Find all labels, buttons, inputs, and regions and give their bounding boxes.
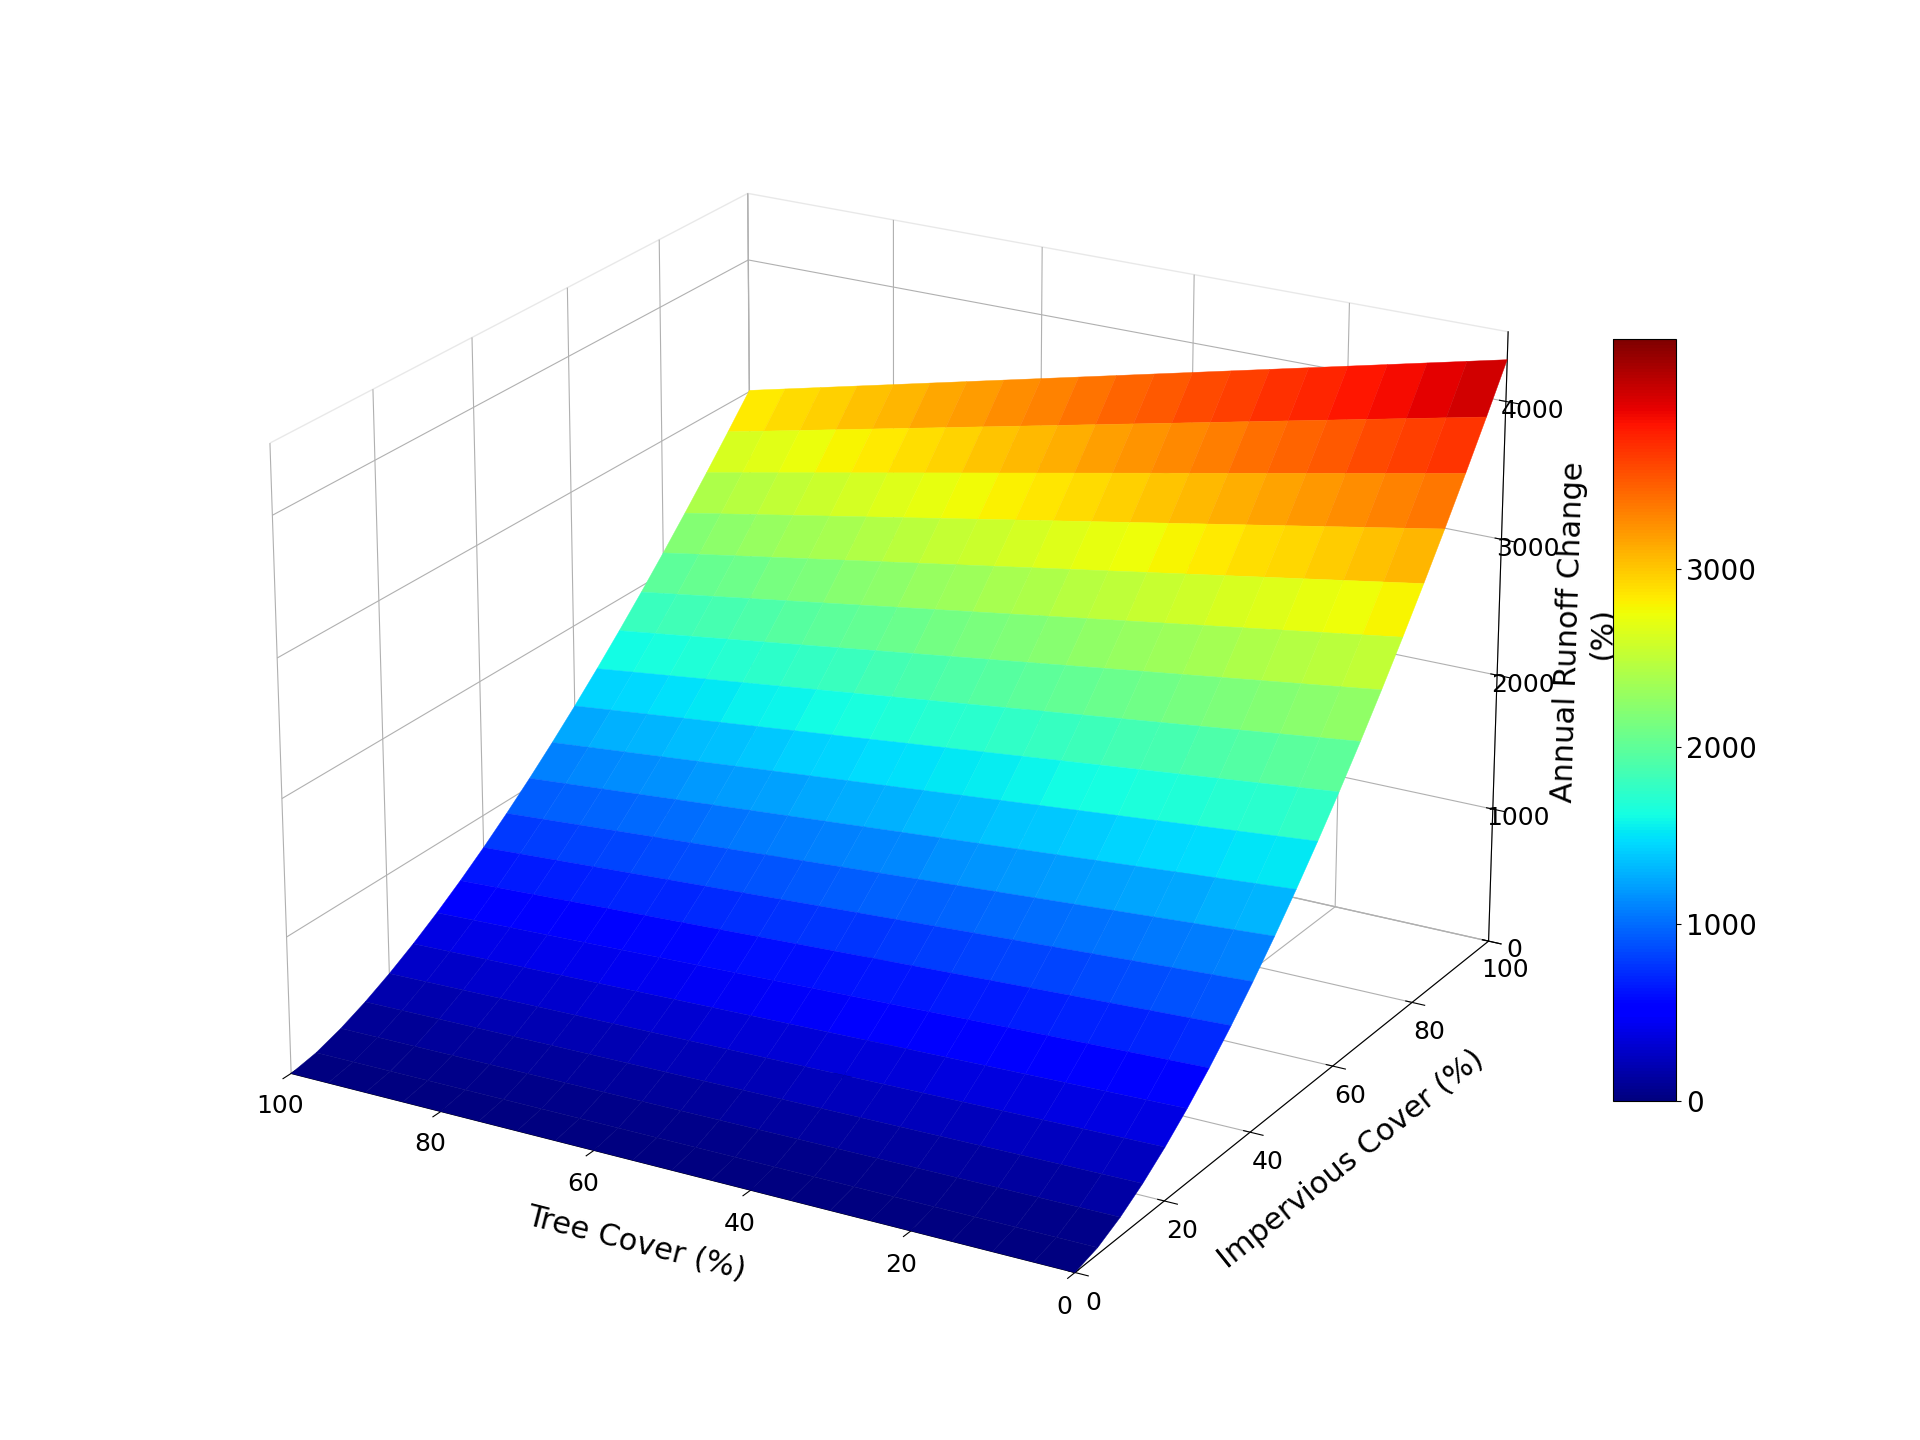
X-axis label: Tree Cover (%): Tree Cover (%) xyxy=(524,1201,749,1284)
Y-axis label: Impervious Cover (%): Impervious Cover (%) xyxy=(1213,1044,1490,1274)
